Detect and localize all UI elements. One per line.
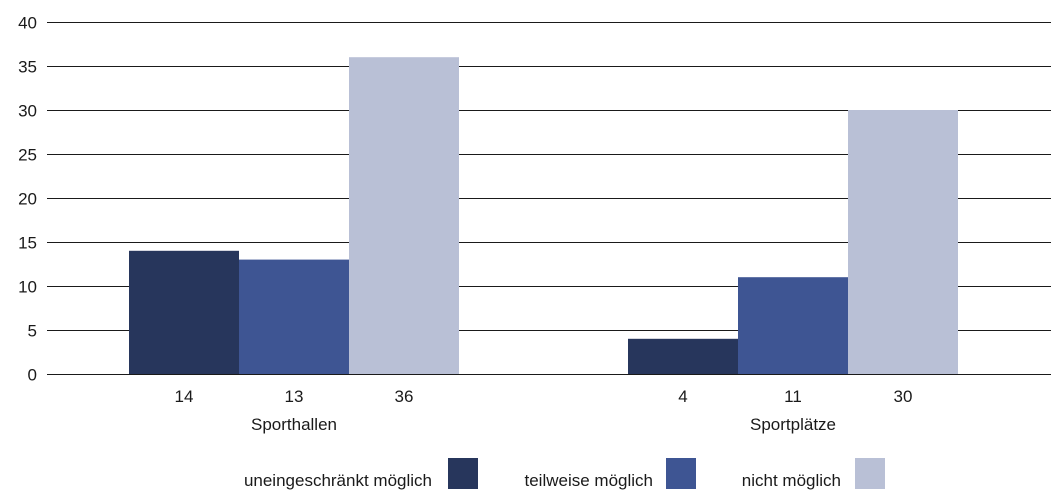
bar-1-2: [848, 110, 958, 374]
bar-0-1: [239, 259, 349, 374]
y-tick-label: 15: [18, 234, 37, 253]
y-tick-label: 0: [28, 366, 37, 385]
x-labels: 14 13 36 Sporthallen 4 11 30 Sportplätze: [175, 387, 913, 434]
legend-swatch: [448, 458, 478, 489]
category-label: Sporthallen: [251, 415, 337, 434]
bar-1-1: [738, 277, 848, 374]
legend: uneingeschränkt möglich teilweise möglich…: [244, 458, 885, 490]
bar-value-label: 13: [285, 387, 304, 406]
bar-value-label: 4: [678, 387, 687, 406]
y-tick-label: 10: [18, 278, 37, 297]
y-tick-label: 20: [18, 190, 37, 209]
legend-label: teilweise möglich: [525, 471, 654, 490]
bar-value-label: 11: [784, 387, 802, 406]
bars: [129, 57, 958, 374]
bar-1-0: [628, 338, 738, 374]
legend-swatch: [666, 458, 696, 489]
bar-value-label: 30: [894, 387, 913, 406]
legend-label: nicht möglich: [742, 471, 841, 490]
bar-0-0: [129, 250, 239, 374]
bar-value-label: 14: [175, 387, 194, 406]
legend-label: uneingeschränkt möglich: [244, 471, 432, 490]
y-tick-label: 5: [28, 322, 37, 341]
legend-swatch: [855, 458, 885, 489]
y-tick-label: 35: [18, 58, 37, 77]
bar-0-2: [349, 57, 459, 374]
bar-value-label: 36: [395, 387, 414, 406]
category-label: Sportplätze: [750, 415, 836, 434]
y-tick-label: 40: [18, 14, 37, 33]
y-tick-label: 30: [18, 102, 37, 121]
y-tick-label: 25: [18, 146, 37, 165]
